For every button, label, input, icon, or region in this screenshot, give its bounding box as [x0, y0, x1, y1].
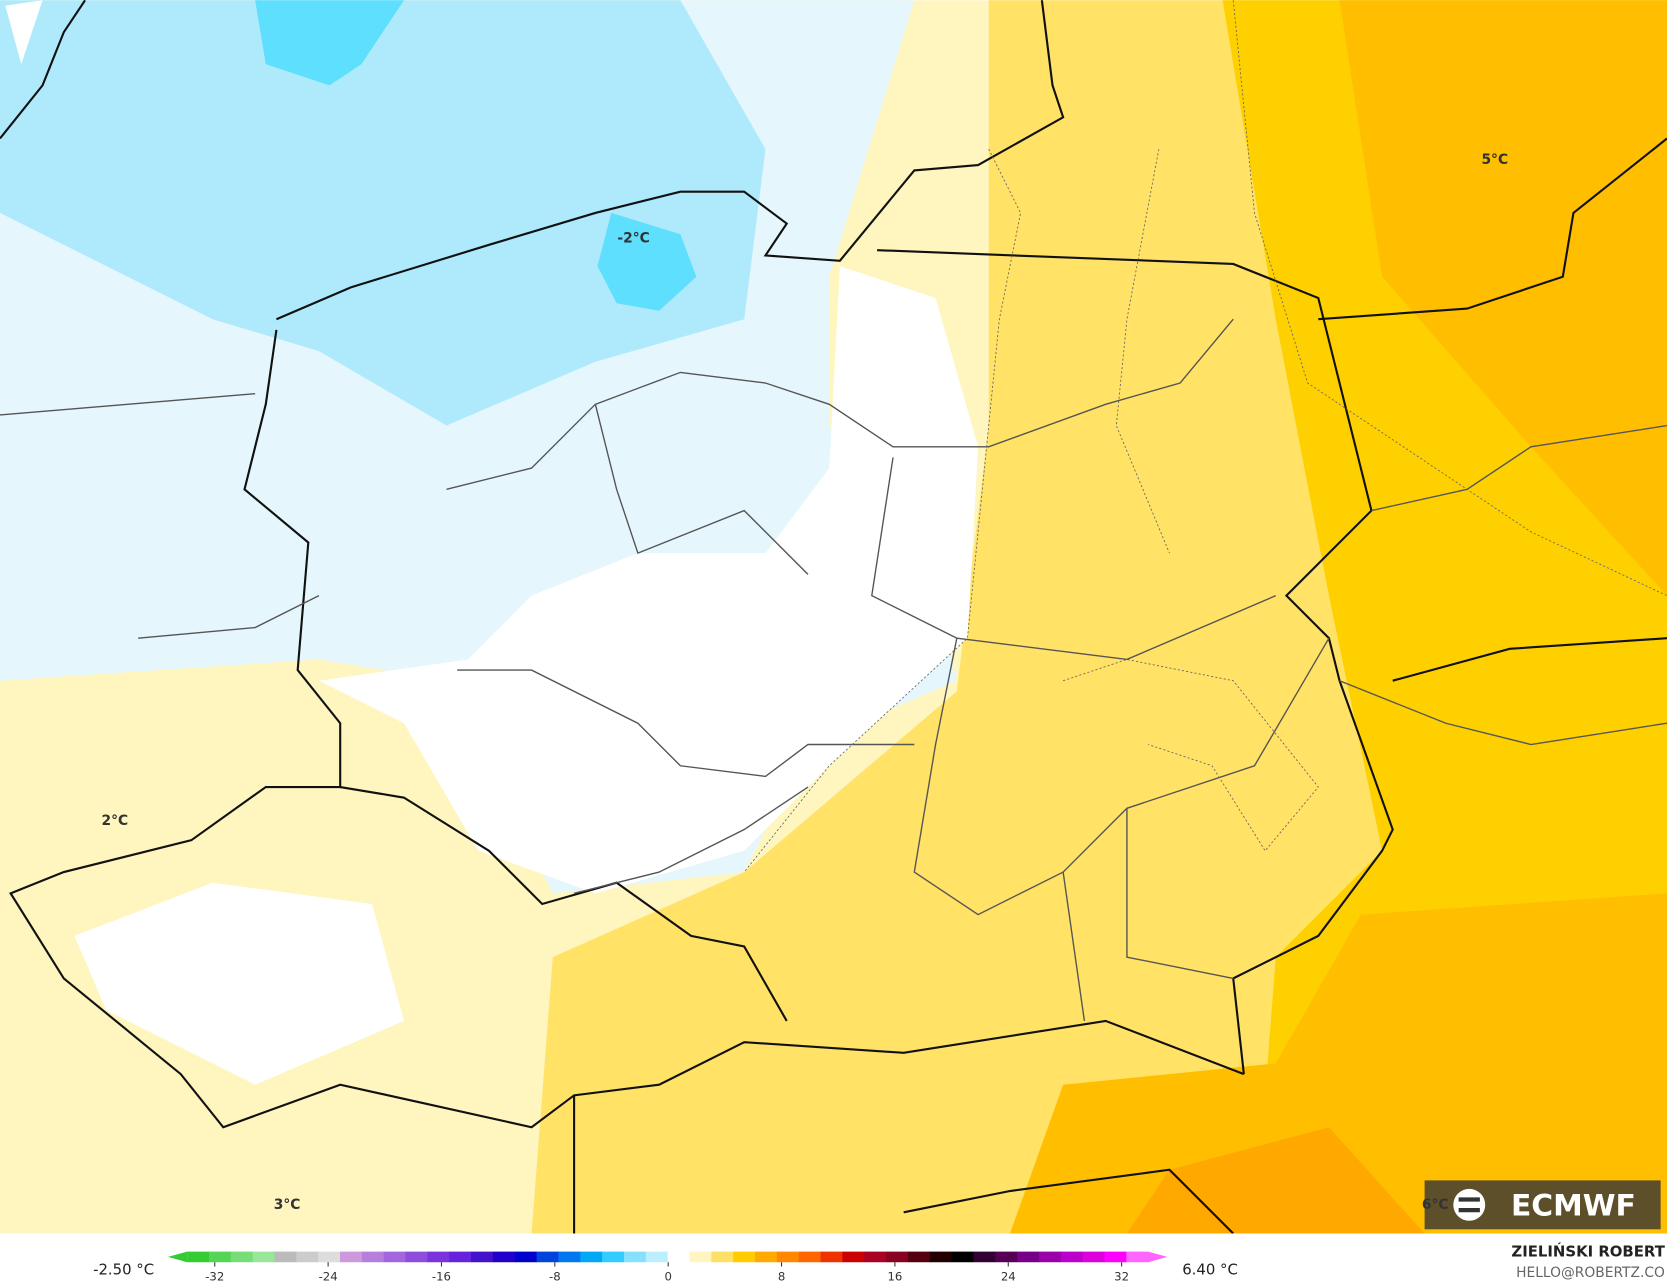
colorbar-tick-label: -16: [432, 1269, 451, 1283]
colorbar-step: [820, 1251, 843, 1263]
colorbar-step: [689, 1251, 712, 1263]
colorbar-step: [776, 1251, 800, 1263]
colorbar-step: [274, 1251, 297, 1263]
colorbar-step: [340, 1251, 363, 1263]
colorbar-step: [230, 1251, 254, 1263]
colorbar-tick-label: -32: [205, 1269, 224, 1283]
colorbar-step: [318, 1251, 341, 1263]
credit-email: HELLO@ROBERTZ.CO: [1516, 1265, 1665, 1281]
credit-name: ZIELIŃSKI ROBERT: [1511, 1243, 1665, 1261]
colorbar-step: [929, 1251, 953, 1263]
colorbar-step: [951, 1251, 974, 1263]
colorbar-step: [361, 1251, 385, 1263]
temperature-fields: [0, 0, 1667, 1234]
colorbar-step: [1104, 1251, 1127, 1263]
colorbar-step: [536, 1251, 559, 1263]
colorbar-step: [907, 1251, 931, 1263]
colorbar-step: [733, 1251, 756, 1263]
colorbar-step: [602, 1251, 625, 1263]
colorbar-tick-label: -8: [549, 1269, 561, 1283]
colorbar-step: [1082, 1251, 1106, 1263]
borders: [0, 0, 1667, 1235]
colorbar-step: [296, 1251, 319, 1263]
colorbar-step: [558, 1251, 581, 1263]
colorbar: -32 -24 -16 -8 0 8 16 24 32: [167, 1251, 1168, 1283]
logo-box: ECMWF: [1424, 1180, 1661, 1230]
colorbar-tick-label: 24: [1001, 1269, 1016, 1283]
colorbar-step: [383, 1251, 407, 1263]
colorbar-step: [645, 1251, 669, 1263]
colorbar-step: [755, 1251, 778, 1263]
colorbar-step: [208, 1251, 232, 1263]
colorbar-step: [798, 1251, 822, 1263]
map-label: 2°C: [101, 813, 128, 829]
colorbar-step: [405, 1251, 428, 1263]
colorbar-step: [667, 1251, 691, 1263]
map-label: -2°C: [617, 230, 649, 246]
colorbar-step: [427, 1251, 450, 1263]
colorbar-tick-label: 8: [778, 1269, 785, 1283]
colorbar-tick-label: 32: [1114, 1269, 1129, 1283]
colorbar-step: [471, 1251, 494, 1263]
colorbar-step: [1126, 1251, 1149, 1263]
colorbar-step: [252, 1251, 276, 1263]
colorbar-step: [580, 1251, 603, 1263]
colorbar-tick-label: -24: [319, 1269, 338, 1283]
colorbar-end: [167, 1251, 188, 1263]
map-label: 5°C: [1481, 152, 1508, 168]
colorbar-step: [449, 1251, 472, 1263]
colorbar-step: [973, 1251, 996, 1263]
colorbar-max: 6.40 °C: [1182, 1261, 1238, 1279]
colorbar-step: [1038, 1251, 1062, 1263]
colorbar-step: [492, 1251, 516, 1263]
colorbar-step: [1017, 1251, 1040, 1263]
colorbar-step: [711, 1251, 734, 1263]
colorbar-step: [1060, 1251, 1084, 1263]
colorbar-min: -2.50 °C: [93, 1261, 154, 1279]
colorbar-step: [886, 1251, 909, 1263]
colorbar-tick-label: 0: [664, 1269, 671, 1283]
colorbar-step: [623, 1251, 647, 1263]
colorbar-step: [842, 1251, 865, 1263]
colorbar-step: [864, 1251, 887, 1263]
logo-text: ECMWF: [1511, 1188, 1636, 1223]
colorbar-step: [995, 1251, 1018, 1263]
colorbar-step: [514, 1251, 538, 1263]
map-label: 3°C: [274, 1197, 301, 1213]
colorbar-end: [1148, 1251, 1168, 1263]
colorbar-step: [187, 1251, 210, 1263]
colorbar-tick-label: 16: [887, 1269, 902, 1283]
